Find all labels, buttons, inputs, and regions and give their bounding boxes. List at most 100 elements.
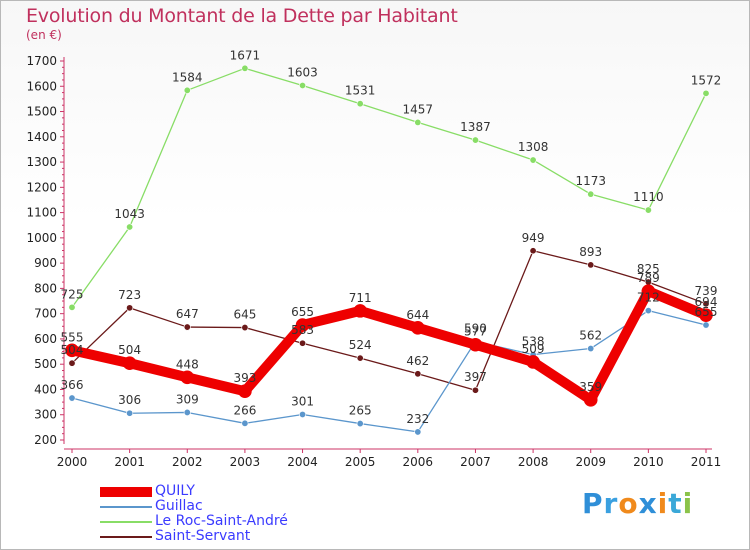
data-label-le-roc-saint-andr-: 1308 (518, 140, 549, 154)
data-label-guillac: 306 (118, 393, 141, 407)
data-point-saint-servant (529, 247, 537, 255)
data-point-le-roc-saint-andr- (183, 86, 191, 94)
data-label-quily: 655 (291, 305, 314, 319)
y-tick-label: 1600 (26, 79, 57, 93)
data-label-le-roc-saint-andr-: 1603 (287, 66, 318, 80)
data-point-guillac (299, 410, 307, 418)
data-label-le-roc-saint-andr-: 1584 (172, 70, 203, 84)
data-label-le-roc-saint-andr-: 1531 (345, 84, 376, 98)
data-label-saint-servant: 647 (176, 307, 199, 321)
data-point-quily (583, 393, 598, 407)
data-label-quily: 644 (406, 308, 429, 322)
legend-label: QUILY (155, 483, 195, 499)
data-label-le-roc-saint-andr-: 1387 (460, 120, 491, 134)
data-label-saint-servant: 893 (579, 245, 602, 259)
y-tick-label: 1300 (26, 155, 57, 169)
data-labels: 504 723 647 645 583 524 462 397 949 893 825 739 725 1… (61, 48, 722, 426)
logo-letter: t (668, 487, 683, 520)
x-tick-label: 2010 (633, 455, 664, 469)
data-point-guillac (644, 307, 652, 315)
y-tick-label: 1000 (26, 231, 57, 245)
chart-title: Evolution du Montant de la Dette par Hab… (26, 5, 458, 27)
axes: 200 300 400 500 600 700 800 900 1000 1100 1200 1300… (26, 54, 721, 469)
data-label-le-roc-saint-andr-: 725 (61, 287, 84, 301)
data-label-guillac: 590 (464, 321, 487, 335)
logo-letter: i (682, 487, 694, 520)
series-line-guillac (71, 309, 707, 433)
data-label-quily: 711 (349, 291, 372, 305)
data-point-quily (353, 304, 367, 318)
data-point-saint-servant (702, 300, 710, 308)
data-label-le-roc-saint-andr-: 1173 (575, 174, 606, 188)
logo-letter: i (657, 487, 669, 520)
data-label-guillac: 301 (291, 394, 314, 408)
data-point-le-roc-saint-andr- (414, 118, 422, 126)
x-tick-label: 2009 (575, 455, 606, 469)
y-tick-label: 700 (34, 307, 57, 321)
y-tick-label: 1400 (26, 130, 57, 144)
data-label-le-roc-saint-andr-: 1671 (230, 48, 261, 62)
x-tick-label: 2011 (691, 455, 722, 469)
data-point-quily (180, 370, 195, 385)
data-point-le-roc-saint-andr- (471, 136, 479, 144)
y-tick-label: 1500 (26, 105, 57, 119)
y-tick-label: 800 (34, 281, 57, 295)
data-label-quily: 577 (464, 325, 487, 339)
data-label-saint-servant: 583 (291, 323, 314, 337)
x-tick-label: 2004 (287, 455, 318, 469)
data-point-quily (468, 337, 483, 352)
data-label-guillac: 562 (579, 329, 602, 343)
data-label-le-roc-saint-andr-: 1110 (633, 190, 664, 204)
data-point-quily (641, 284, 656, 298)
y-tick-label: 1200 (26, 180, 57, 194)
data-point-quily (122, 356, 137, 370)
data-label-guillac: 309 (176, 392, 199, 406)
data-label-guillac: 266 (233, 403, 256, 417)
x-tick-label: 2000 (57, 455, 88, 469)
logo-letter: o (618, 487, 639, 520)
data-point-quily (65, 343, 79, 358)
y-tick-label: 300 (34, 408, 57, 422)
data-label-guillac: 366 (61, 378, 84, 392)
data-point-le-roc-saint-andr- (299, 82, 307, 90)
data-point-saint-servant (68, 359, 76, 367)
data-point-saint-servant (299, 339, 307, 347)
data-point-quily (526, 355, 540, 369)
y-tick-label: 1700 (26, 54, 57, 68)
x-tick-label: 2003 (230, 455, 261, 469)
data-point-guillac (587, 345, 595, 353)
y-tick-label: 600 (34, 332, 57, 346)
x-tick-label: 2002 (172, 455, 203, 469)
data-point-le-roc-saint-andr- (587, 190, 595, 198)
series-line-le-roc-saint-andr- (71, 67, 707, 309)
x-tick-label: 2005 (345, 455, 376, 469)
data-label-quily: 504 (118, 343, 141, 357)
data-label-guillac: 712 (637, 291, 660, 305)
logo-letter: r (603, 487, 619, 520)
data-point-guillac (702, 321, 710, 329)
data-point-le-roc-saint-andr- (68, 303, 76, 311)
logo-letter: P (582, 487, 604, 520)
data-point-guillac (126, 409, 134, 417)
proxiti-logo: Proxiti (582, 487, 693, 520)
y-tick-label: 500 (34, 357, 57, 371)
data-point-le-roc-saint-andr- (702, 89, 710, 97)
data-label-quily: 448 (176, 357, 199, 371)
x-tick-label: 2007 (460, 455, 491, 469)
legend-label: Saint-Servant (155, 528, 251, 544)
data-label-guillac: 538 (522, 335, 545, 349)
y-tick-label: 200 (34, 433, 57, 447)
data-label-quily: 359 (579, 380, 602, 394)
data-point-saint-servant (241, 324, 249, 332)
data-point-guillac (183, 408, 191, 416)
data-point-guillac (68, 394, 76, 402)
chart-subtitle: (en €) (26, 28, 62, 42)
data-label-saint-servant: 397 (464, 370, 487, 384)
data-label-guillac: 655 (695, 305, 718, 319)
data-label-quily: 789 (637, 271, 660, 285)
data-point-saint-servant (183, 323, 191, 331)
data-label-quily: 694 (695, 295, 718, 309)
series-line-quily (67, 286, 711, 405)
data-label-quily: 509 (522, 342, 545, 356)
data-point-guillac (414, 428, 422, 436)
